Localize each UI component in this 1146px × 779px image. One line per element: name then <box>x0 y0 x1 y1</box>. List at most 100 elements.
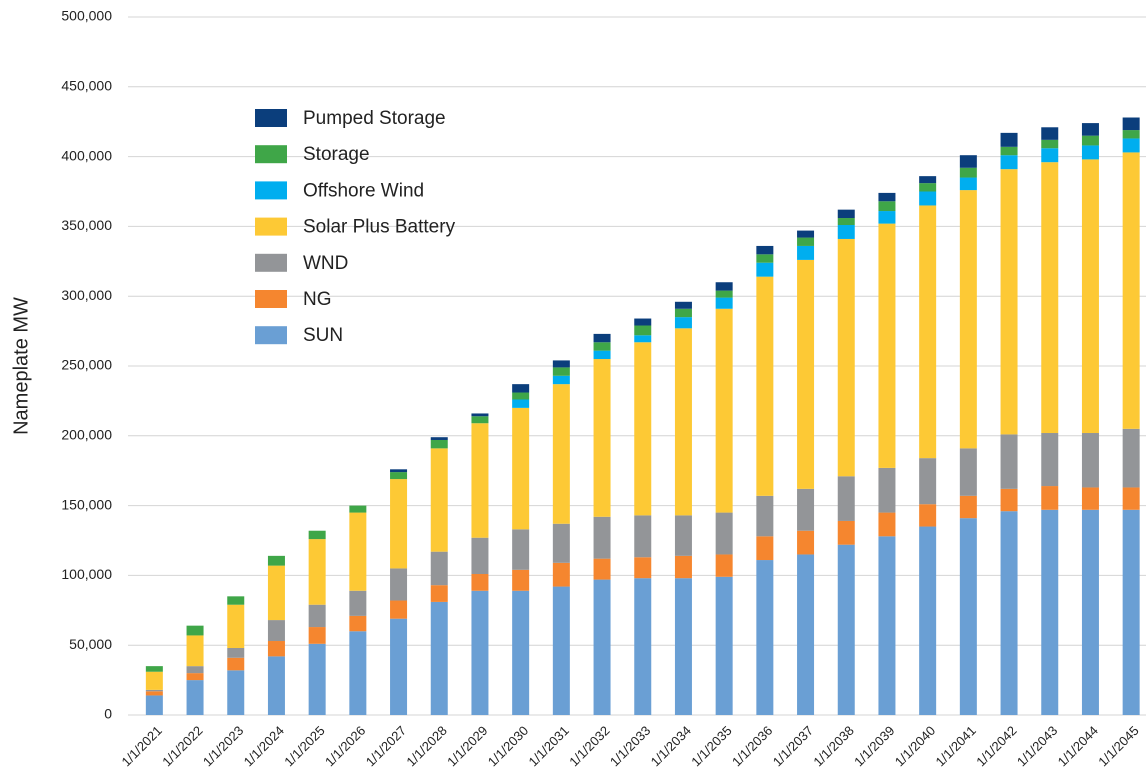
bar-segment <box>837 209 855 219</box>
bar-segment <box>1041 127 1059 140</box>
x-tick-label: 1/1/2040 <box>892 723 938 769</box>
bar-segment <box>715 297 733 309</box>
x-tick-label: 1/1/2029 <box>444 723 490 769</box>
bar-segment <box>471 423 489 538</box>
y-tick-label: 250,000 <box>61 357 112 373</box>
x-tick-label: 1/1/2036 <box>729 723 775 769</box>
y-tick-label: 400,000 <box>61 147 112 163</box>
bar-segment <box>552 367 570 376</box>
bar-segment <box>837 520 855 545</box>
bar-segment <box>267 641 285 657</box>
bar-segment <box>1000 146 1018 156</box>
bar-segment <box>674 308 692 318</box>
bar-segment <box>919 191 937 206</box>
legend-label: Solar Plus Battery <box>303 217 456 238</box>
bar-segment <box>797 230 815 238</box>
bar-segment <box>227 670 245 715</box>
bar-segment <box>1122 428 1140 488</box>
bar-segment <box>552 523 570 563</box>
bar-segment <box>674 578 692 715</box>
bar-segment <box>552 384 570 524</box>
bar-segment <box>512 569 530 591</box>
bar-segment <box>959 167 977 178</box>
bar-segment <box>145 695 163 715</box>
x-tick-label: 1/1/2024 <box>241 723 287 769</box>
y-tick-label: 450,000 <box>61 78 112 94</box>
bar-segment <box>1122 117 1140 131</box>
bar-segment <box>1081 509 1099 715</box>
bar-segment <box>308 643 326 715</box>
x-tick-label: 1/1/2044 <box>1055 723 1101 769</box>
bar-segment <box>512 529 530 570</box>
bar-segment <box>430 551 448 586</box>
bar-segment <box>145 671 163 690</box>
x-tick-label: 1/1/2025 <box>281 723 327 769</box>
x-tick-label: 1/1/2043 <box>1014 723 1060 769</box>
x-tick-label: 1/1/2028 <box>403 723 449 769</box>
bar-segment <box>430 601 448 715</box>
bar-segment <box>1041 509 1059 715</box>
bar-segment <box>349 505 367 513</box>
bar-segment <box>959 518 977 715</box>
bar-segment <box>471 537 489 575</box>
bar-segment <box>308 539 326 605</box>
bar-segment <box>959 155 977 168</box>
x-tick-label: 1/1/2037 <box>770 723 816 769</box>
bar-segment <box>267 565 285 621</box>
bar-segment <box>1081 145 1099 160</box>
bar-segment <box>267 656 285 715</box>
bar-segment <box>593 359 611 517</box>
legend-label: Pumped Storage <box>303 108 446 129</box>
bar-segment <box>471 574 489 591</box>
bar-segment <box>593 350 611 360</box>
x-tick-label: 1/1/2021 <box>119 723 165 769</box>
bar-segment <box>186 666 204 674</box>
bar-segment <box>756 254 774 263</box>
x-tick-label: 1/1/2045 <box>1095 723 1141 769</box>
bar-segment <box>878 211 896 224</box>
legend-label: SUN <box>303 325 343 346</box>
bar-segment <box>959 448 977 496</box>
bar-segment <box>186 635 204 667</box>
y-tick-label: 0 <box>104 706 112 722</box>
bar-segment <box>308 530 326 540</box>
x-tick-label: 1/1/2030 <box>485 723 531 769</box>
bar-segment <box>1122 509 1140 715</box>
bar-segment <box>634 557 652 579</box>
bar-segment <box>919 183 937 192</box>
bar-segment <box>634 342 652 516</box>
bar-segment <box>593 579 611 715</box>
y-tick-label: 500,000 <box>61 8 112 24</box>
bar-segment <box>308 604 326 628</box>
bar-segment <box>674 328 692 516</box>
y-tick-label: 300,000 <box>61 287 112 303</box>
bar-segment <box>1041 433 1059 487</box>
bar-segment <box>227 604 245 648</box>
bar-segment <box>959 190 977 449</box>
bar-segment <box>593 516 611 559</box>
bar-segment <box>837 225 855 239</box>
bar-segment <box>390 472 408 480</box>
bar-segment <box>797 259 815 489</box>
bar-segment <box>227 647 245 658</box>
legend-swatch <box>255 253 287 272</box>
bar-segment <box>512 590 530 715</box>
bar-segment <box>471 590 489 715</box>
legend-swatch <box>255 145 287 164</box>
bar-segment <box>797 237 815 246</box>
bar-segment <box>512 399 530 408</box>
bar-segment <box>145 691 163 696</box>
bar-segment <box>1000 132 1018 147</box>
bar-segment <box>512 407 530 530</box>
bar-segment <box>430 439 448 449</box>
bar-segment <box>674 515 692 556</box>
bar-segment <box>837 218 855 226</box>
bar-segment <box>1000 434 1018 489</box>
legend-swatch <box>255 217 287 236</box>
bar-segment <box>186 625 204 636</box>
bar-segment <box>756 262 774 277</box>
bar-segment <box>797 554 815 715</box>
x-tick-label: 1/1/2038 <box>810 723 856 769</box>
bar-segment <box>186 673 204 681</box>
bar-segment <box>267 555 285 566</box>
